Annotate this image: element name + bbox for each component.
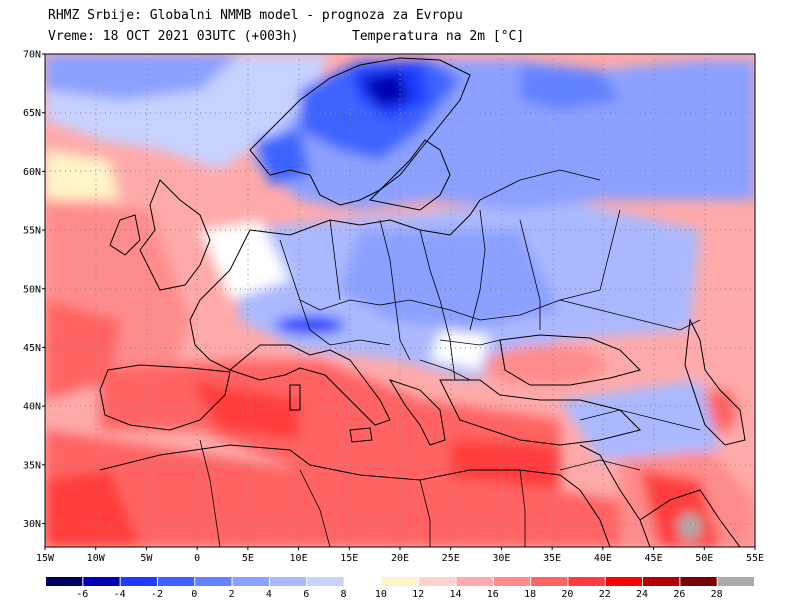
colorbar-swatch xyxy=(381,577,419,586)
colorbar-swatch xyxy=(493,577,531,586)
field-title: Temperatura na 2m [°C] xyxy=(352,29,525,44)
temperature-field xyxy=(45,54,755,547)
lon-tick-label: 55E xyxy=(746,553,764,564)
map-title: RHMZ Srbije: Globalni NMMB model - progn… xyxy=(48,8,463,23)
colorbar-swatch xyxy=(456,577,493,586)
colorbar-label: 18 xyxy=(524,589,536,600)
colorbar: -6 -4 -2 0 2 4 6 8 10 12 14 16 18 20 22 24 26 28 xyxy=(46,577,754,600)
lat-tick-label: 55N xyxy=(23,226,41,237)
colorbar-label: -2 xyxy=(151,589,163,600)
lon-tick-label: 0 xyxy=(194,553,200,564)
lon-tick-label: 5E xyxy=(242,553,254,564)
lat-tick-label: 30N xyxy=(23,519,41,530)
lon-tick-label: 10W xyxy=(87,553,106,564)
lon-tick-label: 15W xyxy=(36,553,55,564)
lon-tick-label: 20E xyxy=(391,553,409,564)
lon-tick-label: 35E xyxy=(543,553,561,564)
colorbar-label: 8 xyxy=(341,589,347,600)
colorbar-swatch xyxy=(195,577,232,586)
colorbar-swatch xyxy=(344,577,381,586)
colorbar-swatch xyxy=(717,577,754,586)
colorbar-swatch xyxy=(307,577,344,586)
lat-tick-label: 65N xyxy=(23,108,41,119)
colorbar-label: 2 xyxy=(229,589,235,600)
lat-tick-label: 50N xyxy=(23,284,41,295)
colorbar-swatch xyxy=(605,577,643,586)
colorbar-swatch xyxy=(46,577,83,586)
lat-tick-label: 60N xyxy=(23,167,41,178)
lat-tick-label: 35N xyxy=(23,460,41,471)
lon-tick-label: 5W xyxy=(140,553,153,564)
colorbar-swatch xyxy=(83,577,120,586)
forecast-time: Vreme: 18 OCT 2021 03UTC (+003h) xyxy=(48,29,299,44)
lon-tick-label: 30E xyxy=(492,553,510,564)
lon-tick-label: 10E xyxy=(290,553,308,564)
lon-tick-label: 40E xyxy=(594,553,612,564)
lon-tick-label: 25E xyxy=(442,553,460,564)
colorbar-swatch xyxy=(568,577,605,586)
colorbar-label: 14 xyxy=(449,589,461,600)
colorbar-label: 28 xyxy=(711,589,723,600)
colorbar-label: 0 xyxy=(191,589,197,600)
colorbar-label: -4 xyxy=(114,589,126,600)
colorbar-label: 24 xyxy=(636,589,648,600)
colorbar-label: -6 xyxy=(76,589,88,600)
lon-tick-label: 50E xyxy=(695,553,713,564)
colorbar-label: 20 xyxy=(561,589,573,600)
colorbar-swatch xyxy=(120,577,157,586)
colorbar-swatch xyxy=(531,577,568,586)
colorbar-swatch xyxy=(680,577,717,586)
colorbar-label: 12 xyxy=(412,589,424,600)
colorbar-label: 16 xyxy=(487,589,499,600)
colorbar-label: 10 xyxy=(375,589,387,600)
longitude-labels: 15W 10W 5W 0 5E 10E 15E 20E 25E 30E 35E 40E 45E 50E 55… xyxy=(36,547,764,564)
colorbar-label: 22 xyxy=(599,589,611,600)
graticule xyxy=(45,54,755,547)
lat-tick-label: 70N xyxy=(23,50,41,61)
colorbar-swatch xyxy=(643,577,680,586)
colorbar-label: 4 xyxy=(266,589,272,600)
lat-tick-label: 45N xyxy=(23,343,41,354)
latitude-labels: 30N 35N 40N 45N 50N 55N 60N 65N 70N xyxy=(23,50,45,530)
colorbar-label: 6 xyxy=(303,589,309,600)
colorbar-label: 26 xyxy=(673,589,685,600)
colorbar-swatch xyxy=(232,577,269,586)
coastlines xyxy=(99,57,746,547)
lat-tick-label: 40N xyxy=(23,402,41,413)
country-borders xyxy=(199,169,701,547)
colorbar-swatch xyxy=(157,577,195,586)
colorbar-swatch xyxy=(419,577,456,586)
colorbar-swatch xyxy=(269,577,307,586)
lon-tick-label: 45E xyxy=(645,553,663,564)
lon-tick-label: 15E xyxy=(340,553,358,564)
